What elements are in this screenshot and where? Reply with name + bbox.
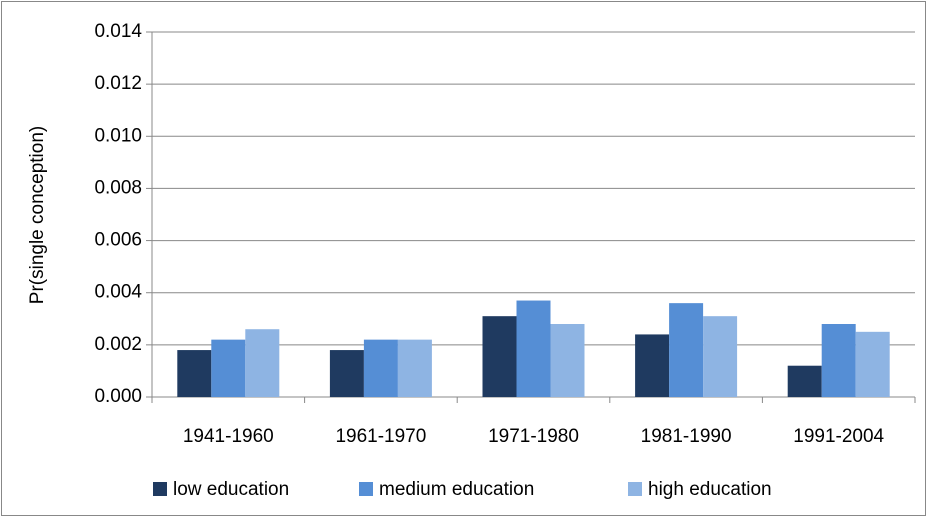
y-tick-label: 0.014: [94, 21, 142, 42]
bar: [363, 339, 398, 397]
x-tick-label: 1961-1970: [335, 426, 426, 447]
bar: [245, 329, 280, 397]
y-tick-label: 0.012: [94, 73, 142, 94]
bar: [516, 300, 551, 397]
legend-label: low education: [173, 479, 289, 500]
bar: [211, 339, 246, 397]
legend-swatch: [359, 482, 373, 496]
bar: [397, 339, 432, 397]
bar: [329, 350, 364, 397]
bar: [482, 316, 517, 397]
y-tick-label: 0.010: [94, 125, 142, 146]
bar: [787, 365, 822, 397]
bar: [550, 324, 585, 397]
x-tick-label: 1991-2004: [793, 426, 884, 447]
x-tick-label: 1941-1960: [183, 426, 274, 447]
x-tick-label: 1981-1990: [641, 426, 732, 447]
y-tick-label: 0.004: [94, 282, 142, 303]
bar: [669, 303, 704, 397]
bar: [821, 324, 856, 397]
legend-label: medium education: [379, 479, 534, 500]
bar: [855, 331, 890, 397]
bar: [635, 334, 670, 397]
y-tick-label: 0.002: [94, 334, 142, 355]
y-axis-label: Pr(single conception): [27, 126, 48, 304]
bar: [177, 350, 212, 397]
bar: [703, 316, 738, 397]
y-tick-label: 0.008: [94, 177, 142, 198]
y-tick-label: 0.000: [94, 386, 142, 407]
legend-label: high education: [648, 479, 772, 500]
legend-swatch: [153, 482, 167, 496]
y-tick-label: 0.006: [94, 230, 142, 251]
x-tick-label: 1971-1980: [488, 426, 579, 447]
legend-swatch: [628, 482, 642, 496]
